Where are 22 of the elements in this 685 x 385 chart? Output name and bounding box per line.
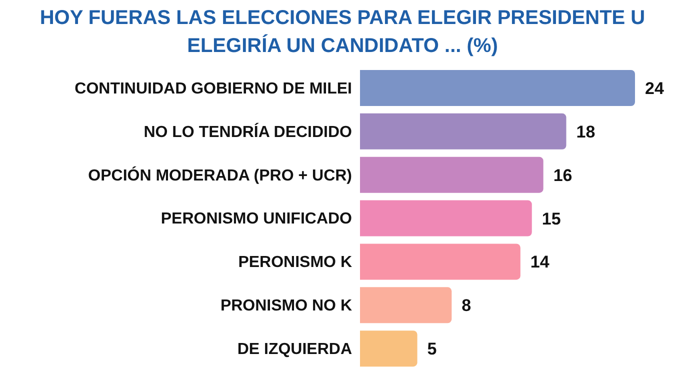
data-label: 16	[553, 166, 572, 185]
bar	[360, 156, 544, 193]
bar	[360, 70, 635, 106]
y-tick-label: DE IZQUIERDA	[237, 340, 352, 358]
bar	[360, 244, 520, 280]
y-tick-label: OPCIÓN MODERADA (PRO + UCR)	[88, 165, 352, 184]
y-tick-label: NO LO TENDRÍA DECIDIDO	[144, 122, 352, 141]
y-tick-label: CONTINUIDAD GOBIERNO DE MILEI	[74, 80, 352, 98]
chart-title: HOY FUERAS LAS ELECCIONES PARA ELEGIR PRESIDENTE U ELEGIRÍA UN CANDIDATO ... (%)	[38, 6, 646, 59]
data-label: 8	[462, 296, 472, 316]
y-tick-label: PRONISMO NO K	[220, 298, 352, 315]
data-label: 24	[645, 79, 664, 98]
bar	[360, 200, 532, 236]
y-tick-label: PERONISMO K	[238, 254, 352, 272]
bar	[360, 287, 452, 324]
bar	[360, 113, 566, 150]
y-tick-label: PERONISMO UNIFICADO	[160, 210, 352, 228]
data-label: 15	[542, 209, 561, 228]
data-label: 18	[576, 122, 596, 142]
data-label: 5	[427, 340, 437, 359]
bar	[360, 330, 418, 367]
data-label: 14	[530, 252, 550, 272]
